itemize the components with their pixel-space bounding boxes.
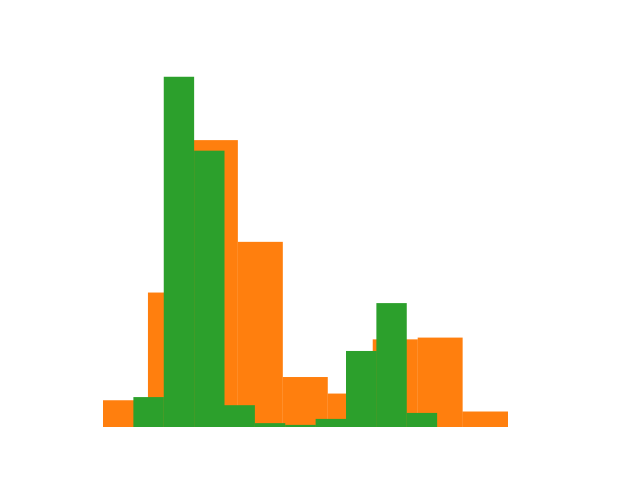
bar-green-5 bbox=[285, 424, 316, 427]
bar-orange-4 bbox=[282, 377, 328, 427]
bar-green-7 bbox=[346, 350, 377, 427]
bar-green-0 bbox=[133, 397, 164, 427]
bar-orange-7 bbox=[417, 337, 463, 427]
bar-green-3 bbox=[224, 405, 255, 427]
bar-green-1 bbox=[163, 76, 195, 427]
bar-orange-3 bbox=[237, 241, 283, 427]
plot-area bbox=[103, 76, 508, 427]
bar-green-9 bbox=[406, 412, 438, 427]
bar-orange-8 bbox=[462, 411, 508, 427]
series-green bbox=[133, 76, 438, 427]
bar-green-8 bbox=[376, 303, 407, 427]
bar-green-6 bbox=[315, 418, 347, 427]
bar-green-4 bbox=[254, 423, 286, 427]
bar-green-2 bbox=[194, 150, 225, 427]
